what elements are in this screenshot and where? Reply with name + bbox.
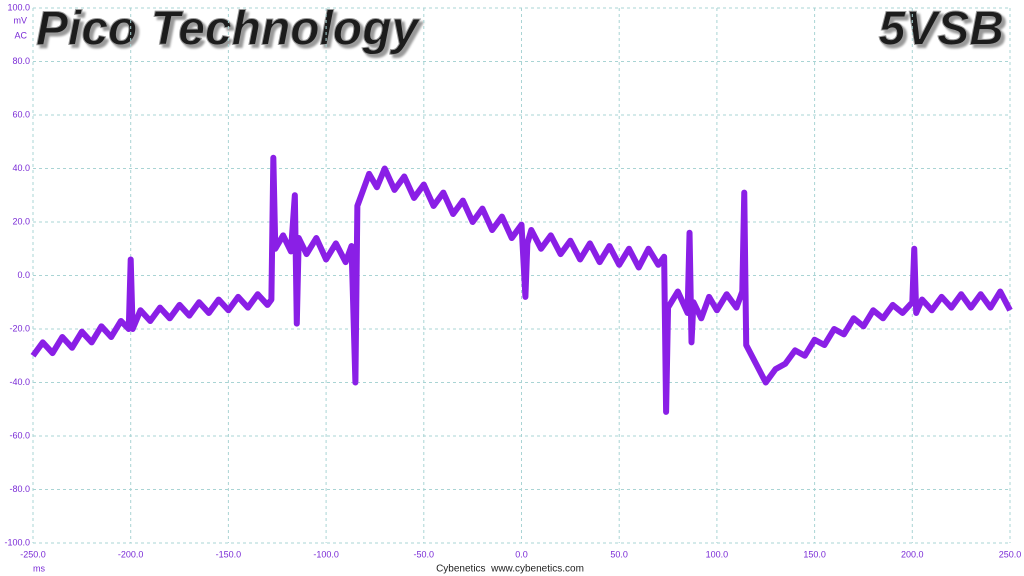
x-tick-label: 200.0 — [901, 549, 924, 559]
y-tick-label: -40.0 — [9, 377, 30, 387]
x-tick-label: -250.0 — [20, 549, 46, 559]
y-tick-label: 60.0 — [12, 109, 30, 119]
y-tick-label: -20.0 — [9, 323, 30, 333]
y-tick-label: 0.0 — [17, 270, 30, 280]
y-tick-label: -100.0 — [4, 537, 30, 547]
y-tick-label: -80.0 — [9, 484, 30, 494]
y-coupling: AC — [14, 30, 27, 40]
x-tick-label: 50.0 — [610, 549, 628, 559]
x-tick-label: -100.0 — [313, 549, 339, 559]
channel-label: 5VSB — [879, 3, 1004, 56]
waveform — [30, 154, 1013, 415]
y-tick-label: 80.0 — [12, 56, 30, 66]
x-tick-label: -150.0 — [216, 549, 242, 559]
y-tick-label: 100.0 — [7, 2, 30, 12]
y-unit: mV — [14, 15, 28, 25]
footer: Cybenetics www.cybenetics.com — [436, 564, 584, 575]
chart-title: Pico Technology — [36, 3, 421, 56]
x-tick-label: 150.0 — [803, 549, 826, 559]
x-unit: ms — [33, 563, 45, 573]
y-tick-label: -60.0 — [9, 430, 30, 440]
x-tick-label: -50.0 — [414, 549, 435, 559]
x-tick-label: -200.0 — [118, 549, 144, 559]
y-tick-label: 40.0 — [12, 163, 30, 173]
x-tick-label: 100.0 — [706, 549, 729, 559]
x-tick-label: 0.0 — [515, 549, 528, 559]
x-tick-label: 250.0 — [999, 549, 1022, 559]
y-tick-label: 20.0 — [12, 216, 30, 226]
